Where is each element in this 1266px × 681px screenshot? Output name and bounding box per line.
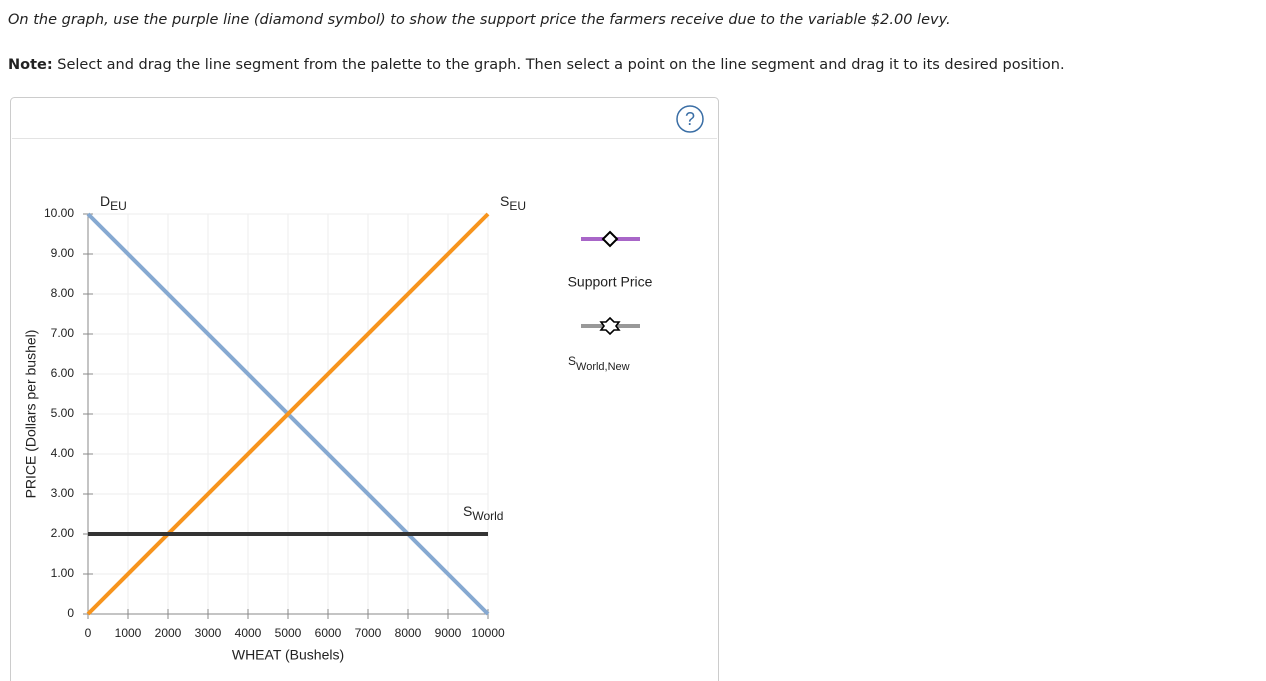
prompt: On the graph, use the purple line (diamo… bbox=[8, 12, 951, 28]
palette-diamond bbox=[601, 230, 619, 248]
y-tick-label: 5.00 bbox=[51, 406, 75, 420]
y-tick-label: 9.00 bbox=[51, 246, 75, 260]
series-label-main: D bbox=[100, 193, 110, 209]
series-label-main: S bbox=[500, 193, 509, 209]
series-label-sub: EU bbox=[110, 199, 127, 213]
x-tick-label: 1000 bbox=[115, 626, 142, 640]
note: Note: Select and drag the line segment f… bbox=[8, 57, 1065, 73]
y-axis-label: PRICE (Dollars per bushel) bbox=[23, 330, 39, 499]
y-tick-label: 1.00 bbox=[51, 566, 75, 580]
series-line bbox=[86, 212, 490, 616]
x-tick-label: 9000 bbox=[435, 626, 462, 640]
panel bbox=[10, 97, 719, 681]
y-tick-label: 8.00 bbox=[51, 286, 75, 300]
series-label-sub: EU bbox=[509, 199, 526, 213]
x-tick-label: 7000 bbox=[355, 626, 382, 640]
palette-label: SWorld,New bbox=[568, 354, 630, 373]
y-tick-label: 4.00 bbox=[51, 446, 75, 460]
y-tick-label: 10.00 bbox=[44, 206, 74, 220]
series-label: DEU bbox=[100, 193, 127, 213]
y-tick-label: 6.00 bbox=[51, 366, 75, 380]
help-icon[interactable]: ? bbox=[685, 109, 695, 129]
x-tick-label: 2000 bbox=[155, 626, 182, 640]
palette-label-sub: World,New bbox=[576, 361, 630, 373]
palette-star bbox=[599, 316, 621, 336]
x-tick-label: 8000 bbox=[395, 626, 422, 640]
palette-label: Support Price bbox=[568, 274, 653, 290]
series-label-sub: World bbox=[472, 509, 503, 523]
y-tick-label: 2.00 bbox=[51, 526, 75, 540]
x-tick-label: 0 bbox=[85, 626, 92, 640]
note-label: Note: bbox=[8, 57, 53, 73]
x-tick-label: 4000 bbox=[235, 626, 262, 640]
note-text: Select and drag the line segment from th… bbox=[57, 57, 1065, 73]
x-tick-label: 6000 bbox=[315, 626, 342, 640]
x-axis-label: WHEAT (Bushels) bbox=[232, 647, 344, 663]
y-tick-label: 3.00 bbox=[51, 486, 75, 500]
series-label-main: S bbox=[463, 503, 472, 519]
series-label: SWorld bbox=[463, 503, 503, 523]
series-label: SEU bbox=[500, 193, 526, 213]
x-tick-label: 10000 bbox=[471, 626, 505, 640]
x-tick-label: 5000 bbox=[275, 626, 302, 640]
palette-label-main: S bbox=[568, 354, 576, 368]
help-button[interactable] bbox=[676, 105, 704, 133]
y-tick-label: 7.00 bbox=[51, 326, 75, 340]
y-tick-label: 0 bbox=[67, 606, 74, 620]
x-tick-label: 3000 bbox=[195, 626, 222, 640]
